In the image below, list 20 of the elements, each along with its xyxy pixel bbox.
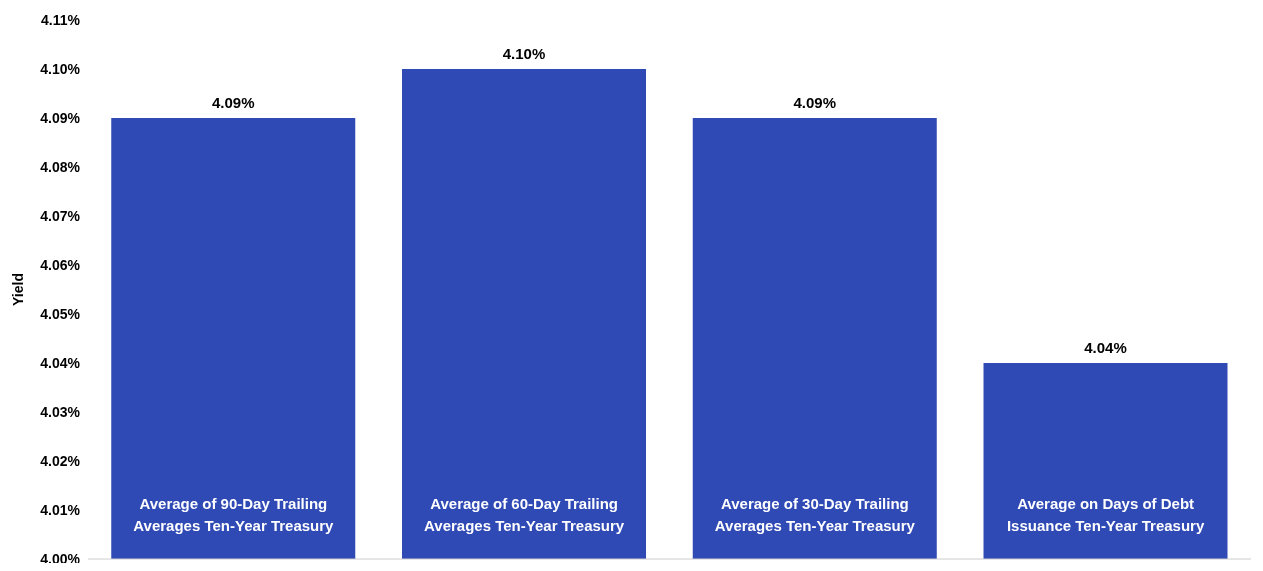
y-tick-label: 4.08% <box>40 158 81 175</box>
y-axis-title: Yield <box>9 273 26 306</box>
x-tick-label: Average of 90-Day Trailing Averages Ten-Year Treasury <box>133 495 335 534</box>
x-tick-label: Average of 30-Day Trailing Averages Ten-Year Treasury <box>714 495 916 534</box>
y-tick-label: 4.03% <box>40 403 81 420</box>
y-tick-label: 4.05% <box>40 305 81 322</box>
data-label: 4.09% <box>211 94 255 111</box>
y-tick-label: 4.04% <box>40 354 81 371</box>
y-tick-label: 4.06% <box>40 256 81 273</box>
data-label: 4.04% <box>1084 339 1127 356</box>
y-tick-label: 4.11% <box>41 11 81 28</box>
data-label: 4.10% <box>502 45 546 62</box>
y-tick-label: 4.01% <box>40 501 81 518</box>
y-tick-label: 4.10% <box>40 60 81 77</box>
x-tick-label: Average on Days of Debt Issuance Ten-Year Treasury <box>1006 495 1205 534</box>
y-tick-label: 4.09% <box>40 109 81 126</box>
y-tick-label: 4.02% <box>40 452 81 469</box>
data-label: 4.09% <box>793 94 837 111</box>
y-tick-label: 4.07% <box>40 207 81 224</box>
x-tick-label: Average of 60-Day Trailing Averages Ten-Year Treasury <box>424 495 625 534</box>
